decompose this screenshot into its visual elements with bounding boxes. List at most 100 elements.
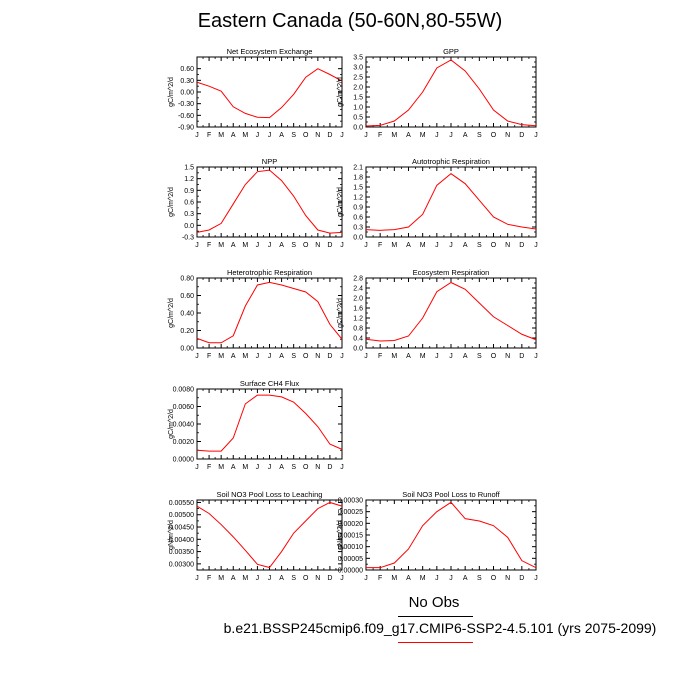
x-tick-label: S bbox=[291, 353, 296, 360]
x-tick-label: J bbox=[268, 242, 272, 249]
series-line bbox=[196, 394, 343, 452]
y-axis-label: gN/m^2/d bbox=[168, 520, 175, 550]
x-tick-label: D bbox=[327, 464, 332, 471]
x-tick-label: F bbox=[378, 353, 382, 360]
x-tick-label: O bbox=[491, 575, 497, 582]
x-tick-label: F bbox=[378, 242, 382, 249]
y-tick-label: 0.00500 bbox=[169, 512, 194, 519]
x-tick-label: F bbox=[378, 132, 382, 139]
x-tick-label: A bbox=[463, 575, 468, 582]
x-tick-label: O bbox=[303, 575, 309, 582]
series-line bbox=[196, 281, 343, 344]
x-tick-label: J bbox=[268, 575, 272, 582]
plot-frame bbox=[196, 166, 343, 238]
x-tick-label: J bbox=[435, 353, 439, 360]
y-axis-label: gN/m^2/d bbox=[337, 520, 344, 550]
series-line bbox=[365, 173, 537, 231]
y-axis-label: gC/m^2/d bbox=[168, 187, 175, 217]
y-tick-label: 1.5 bbox=[353, 95, 363, 102]
x-tick-label: J bbox=[534, 353, 538, 360]
panel-4: Autotrophic Respiration gC/m^2/d 0.0 0.3 0.6… bbox=[337, 157, 538, 249]
x-tick-label: J bbox=[534, 575, 538, 582]
y-tick-label: 1.2 bbox=[353, 316, 363, 323]
y-axis-label: gC/m^2/d bbox=[337, 187, 344, 217]
plot-frame bbox=[365, 166, 537, 238]
y-tick-label: 3.0 bbox=[353, 65, 363, 72]
y-tick-label: 0.00020 bbox=[338, 521, 363, 528]
y-tick-label: 0.0020 bbox=[173, 439, 195, 446]
x-tick-label: S bbox=[291, 132, 296, 139]
x-tick-label: J bbox=[195, 132, 199, 139]
x-tick-label: J bbox=[449, 575, 453, 582]
plot-frame bbox=[365, 56, 537, 128]
x-tick-label: O bbox=[303, 132, 309, 139]
x-tick-label: A bbox=[231, 132, 236, 139]
x-tick-label: M bbox=[391, 575, 397, 582]
plot-frame bbox=[196, 277, 343, 349]
x-tick-label: M bbox=[242, 132, 248, 139]
x-tick-label: J bbox=[534, 132, 538, 139]
y-tick-label: 2.8 bbox=[353, 276, 363, 283]
plot-frame bbox=[196, 388, 343, 460]
panel-5: Heterotrophic Respiration gC/m^2/d 0.00 0.2… bbox=[168, 268, 344, 360]
x-tick-label: S bbox=[291, 242, 296, 249]
plot-frame bbox=[365, 277, 537, 349]
panel-8: Soil NO3 Pool Loss to LeachinggN/m^2/d0.… bbox=[168, 490, 344, 582]
x-tick-label: A bbox=[231, 242, 236, 249]
x-tick-label: D bbox=[327, 132, 332, 139]
panel-title: Net Ecosystem Exchange bbox=[227, 47, 313, 56]
x-tick-label: A bbox=[231, 353, 236, 360]
x-tick-label: J bbox=[435, 575, 439, 582]
figure-title: Eastern Canada (50-60N,80-55W) bbox=[197, 10, 503, 32]
y-tick-label: 0.00005 bbox=[338, 556, 363, 563]
y-axis-label: gC/m^2/d bbox=[168, 409, 175, 439]
x-tick-label: D bbox=[519, 353, 524, 360]
x-tick-label: J bbox=[435, 132, 439, 139]
y-tick-label: -0.3 bbox=[182, 235, 194, 242]
y-tick-label: 0.00300 bbox=[169, 561, 194, 568]
x-tick-label: M bbox=[420, 575, 426, 582]
y-axis-label: gC/m^2/d bbox=[337, 298, 344, 328]
plot-frame bbox=[365, 499, 537, 571]
x-tick-label: M bbox=[391, 132, 397, 139]
series-line bbox=[196, 68, 343, 119]
x-tick-label: M bbox=[391, 242, 397, 249]
legend-obs-label: No Obs bbox=[408, 594, 460, 611]
x-tick-label: F bbox=[207, 242, 211, 249]
x-tick-label: S bbox=[291, 575, 296, 582]
x-tick-label: J bbox=[195, 353, 199, 360]
y-tick-label: -0.60 bbox=[178, 113, 194, 120]
x-tick-label: M bbox=[218, 575, 224, 582]
y-tick-label: 0.00000 bbox=[338, 568, 363, 575]
y-tick-label: 0.60 bbox=[180, 293, 194, 300]
x-tick-label: M bbox=[218, 464, 224, 471]
y-tick-label: 0.6 bbox=[184, 200, 194, 207]
series-line bbox=[196, 169, 343, 234]
panel-title: Heterotrophic Respiration bbox=[227, 268, 312, 277]
x-tick-label: N bbox=[315, 242, 320, 249]
y-tick-label: 0.80 bbox=[180, 276, 194, 283]
x-tick-label: D bbox=[519, 242, 524, 249]
x-tick-label: J bbox=[268, 132, 272, 139]
x-tick-label: J bbox=[340, 242, 344, 249]
x-tick-label: F bbox=[207, 464, 211, 471]
y-tick-label: -0.30 bbox=[178, 101, 194, 108]
x-tick-label: J bbox=[340, 464, 344, 471]
y-tick-label: 0.00350 bbox=[169, 549, 194, 556]
x-tick-label: N bbox=[315, 132, 320, 139]
panel-1: Net Ecosystem Exchange gC/m^2/d -0.90 -0.60… bbox=[168, 47, 344, 139]
x-tick-label: M bbox=[242, 464, 248, 471]
x-tick-label: A bbox=[279, 353, 284, 360]
x-tick-label: N bbox=[315, 353, 320, 360]
y-tick-label: 0.00 bbox=[180, 346, 194, 353]
x-tick-label: F bbox=[207, 353, 211, 360]
series-line bbox=[365, 281, 537, 342]
x-tick-label: J bbox=[364, 353, 368, 360]
y-tick-label: 0.9 bbox=[353, 205, 363, 212]
x-tick-label: N bbox=[315, 575, 320, 582]
series-line bbox=[196, 501, 343, 569]
x-tick-label: N bbox=[505, 575, 510, 582]
panel-title: NPP bbox=[262, 157, 277, 166]
x-tick-label: D bbox=[327, 575, 332, 582]
